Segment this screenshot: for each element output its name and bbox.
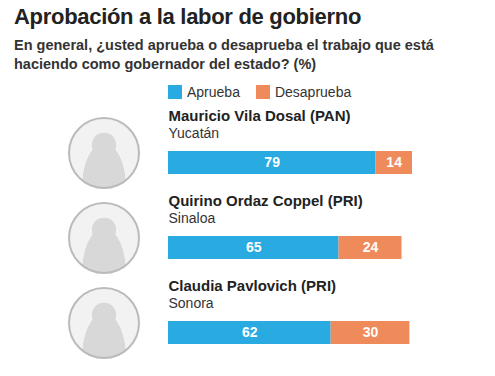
svg-text:79: 79 [264,154,280,170]
svg-text:Claudia Pavlovich (PRI): Claudia Pavlovich (PRI) [169,277,337,294]
svg-text:30: 30 [363,324,379,340]
svg-text:Yucatán: Yucatán [169,125,220,141]
svg-text:Quirino Ordaz Coppel (PRI): Quirino Ordaz Coppel (PRI) [169,192,363,209]
svg-text:Mauricio Vila Dosal (PAN): Mauricio Vila Dosal (PAN) [169,107,351,124]
svg-text:14: 14 [386,154,402,170]
svg-text:62: 62 [242,324,258,340]
svg-text:65: 65 [246,239,262,255]
svg-text:24: 24 [363,239,379,255]
html-text:Aprobación a la labor de gobie: Aprobación a la labor de gobierno [14,4,361,29]
html-text:Aprueba: Aprueba [187,84,240,100]
html-text:Desaprueba: Desaprueba [274,84,352,100]
svg-text:Sonora: Sonora [169,295,214,311]
html-text:En general, ¿usted aprueba o d: En general, ¿usted aprueba o desaprueba … [14,37,434,72]
svg-text:Sinaloa: Sinaloa [169,210,216,226]
